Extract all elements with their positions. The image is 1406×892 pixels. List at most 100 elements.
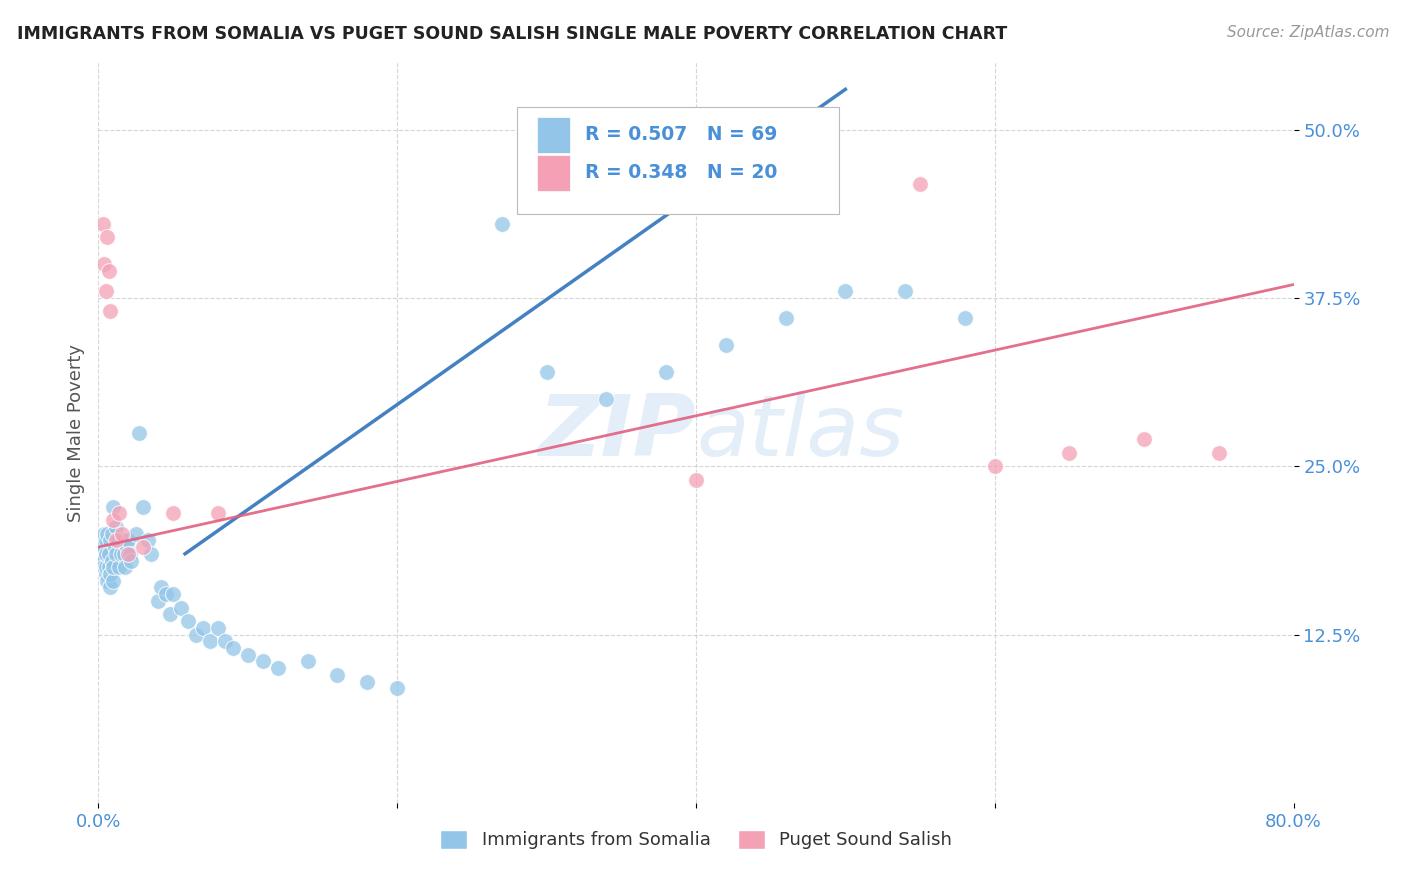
Point [98, 566, 122, 581]
Point [184, 627, 207, 641]
Point [214, 634, 236, 648]
Point [96, 574, 118, 588]
Point [108, 560, 131, 574]
Point [118, 547, 141, 561]
Point [1059, 446, 1081, 460]
Point [94, 533, 117, 548]
Point [385, 681, 409, 696]
Point [117, 533, 139, 548]
Point [714, 338, 737, 352]
Point [162, 587, 184, 601]
Legend: Immigrants from Somalia, Puget Sound Salish: Immigrants from Somalia, Puget Sound Sal… [433, 823, 959, 856]
Point [93, 257, 115, 271]
Point [103, 574, 125, 588]
Point [120, 553, 142, 567]
Point [159, 607, 181, 622]
Point [97, 560, 120, 574]
Point [775, 311, 797, 326]
Point [908, 177, 931, 191]
Text: R = 0.348   N = 20: R = 0.348 N = 20 [585, 163, 778, 182]
Point [105, 520, 128, 534]
Point [101, 526, 124, 541]
Point [155, 587, 177, 601]
Point [252, 655, 274, 669]
Point [685, 473, 707, 487]
Point [93, 533, 115, 548]
Point [98, 304, 122, 318]
Point [297, 655, 319, 669]
Point [326, 668, 349, 682]
Point [132, 500, 155, 514]
Point [103, 560, 125, 574]
Point [94, 547, 117, 561]
Point [97, 264, 120, 278]
Point [97, 547, 120, 561]
Point [94, 560, 117, 574]
Point [177, 614, 200, 628]
Point [132, 540, 155, 554]
Text: R = 0.507   N = 69: R = 0.507 N = 69 [585, 126, 778, 145]
Point [117, 547, 139, 561]
Point [96, 230, 118, 244]
Point [655, 365, 678, 379]
Bar [537, 117, 571, 153]
Point [105, 533, 128, 548]
Point [90, 547, 112, 561]
Point [125, 526, 148, 541]
Bar [537, 155, 571, 191]
Y-axis label: Single Male Poverty: Single Male Poverty [66, 343, 84, 522]
Point [1133, 433, 1156, 447]
Point [93, 526, 115, 541]
Point [105, 547, 128, 561]
Point [491, 217, 513, 231]
Point [150, 581, 173, 595]
Point [98, 533, 122, 548]
Point [169, 600, 191, 615]
Point [136, 533, 159, 548]
Point [162, 507, 184, 521]
Point [128, 425, 150, 440]
Point [191, 621, 214, 635]
Point [108, 507, 131, 521]
Point [91, 560, 114, 574]
Point [356, 674, 378, 689]
Point [984, 459, 1007, 474]
Point [953, 311, 976, 326]
Point [207, 507, 229, 521]
Point [107, 533, 129, 548]
Point [110, 547, 132, 561]
Point [96, 526, 118, 541]
Point [236, 648, 259, 662]
Point [111, 526, 134, 541]
Point [207, 621, 229, 635]
Point [595, 392, 617, 406]
Point [98, 581, 122, 595]
Text: IMMIGRANTS FROM SOMALIA VS PUGET SOUND SALISH SINGLE MALE POVERTY CORRELATION CH: IMMIGRANTS FROM SOMALIA VS PUGET SOUND S… [17, 25, 1007, 43]
FancyBboxPatch shape [517, 107, 839, 214]
Point [148, 594, 170, 608]
Point [103, 500, 125, 514]
Point [91, 217, 114, 231]
Point [139, 547, 162, 561]
Point [101, 553, 124, 567]
Point [103, 513, 125, 527]
Text: Source: ZipAtlas.com: Source: ZipAtlas.com [1226, 25, 1389, 40]
Point [114, 560, 136, 574]
Point [1208, 446, 1230, 460]
Point [112, 547, 135, 561]
Point [111, 533, 134, 548]
Text: ZIP: ZIP [538, 391, 696, 475]
Point [91, 553, 114, 567]
Point [94, 566, 117, 581]
Point [894, 285, 917, 299]
Text: atlas: atlas [696, 391, 904, 475]
Point [222, 640, 245, 655]
Point [267, 661, 290, 675]
Point [536, 365, 558, 379]
Point [93, 540, 115, 554]
Point [115, 540, 138, 554]
Point [94, 285, 117, 299]
Point [200, 634, 222, 648]
Point [104, 540, 127, 554]
Point [834, 285, 856, 299]
